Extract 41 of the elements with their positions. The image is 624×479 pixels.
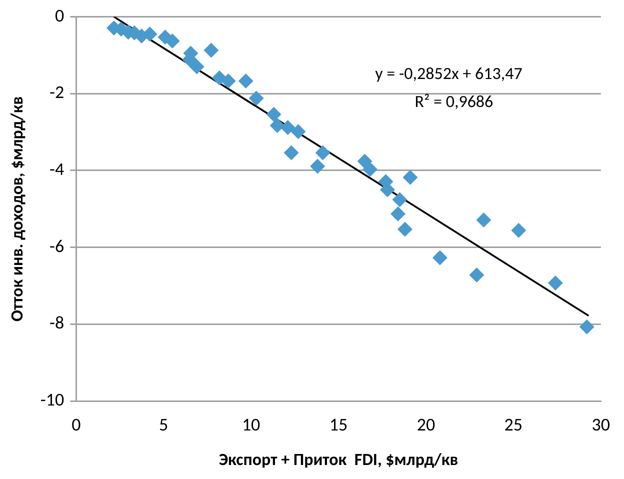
point [248,90,264,106]
point [164,34,180,49]
point [432,250,448,266]
point [310,158,326,174]
point [315,145,330,160]
point [397,222,412,237]
y-tick-label: -8 [50,312,64,334]
point [402,170,418,185]
y-tick-label: 0 [55,4,64,26]
x-tick-label: 15 [329,413,348,436]
x-tick-label: 25 [504,413,523,436]
point [476,212,492,228]
point [390,206,406,222]
point [579,319,594,334]
point [280,120,296,135]
x-tick-label: 20 [416,413,436,436]
point [511,222,526,238]
point [189,59,204,74]
annotation: y = -0,2852x + 613,47 [375,63,523,84]
point [204,42,219,58]
point [284,145,299,160]
x-tick-label: 0 [72,413,81,436]
point [290,124,306,140]
x-axis-title: Экспорт + Приток FDI, $млрд/кв [218,449,458,470]
point [238,73,254,88]
x-tick-label: 30 [592,413,610,436]
y-axis-title: Отток инв. доходов, $млрд/кв [6,96,28,322]
x-tick-label: 10 [242,413,260,436]
y-tick-label: -4 [50,158,64,180]
x-tick-label: 5 [159,413,168,436]
point [362,162,378,177]
y-tick-label: -2 [50,81,64,104]
point [270,118,285,134]
point [220,73,236,88]
point [266,106,282,122]
point [392,192,408,208]
y-tick-label: -6 [50,234,64,257]
annotation: R² = 0,9686 [414,91,494,112]
point [469,267,484,282]
y-tick-label: -10 [40,388,64,410]
point [548,276,563,291]
